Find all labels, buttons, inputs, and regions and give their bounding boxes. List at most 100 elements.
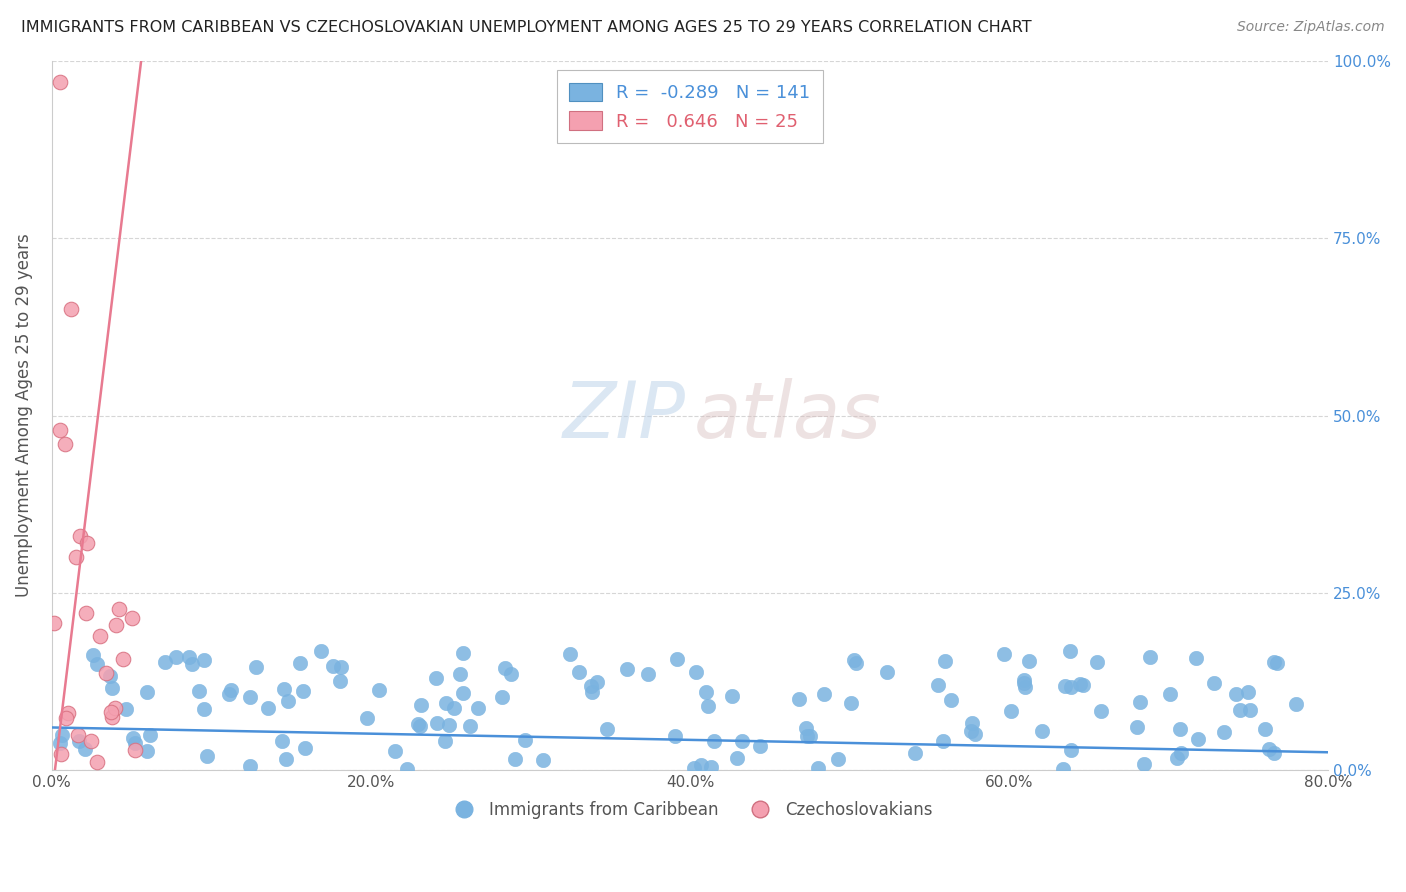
Point	[1212, 724, 1234, 739]
Point	[685, 665, 707, 680]
Point	[104, 617, 127, 632]
Point	[513, 732, 536, 747]
Point	[136, 744, 159, 758]
Point	[51, 728, 73, 742]
Point	[960, 723, 983, 738]
Point	[288, 656, 311, 670]
Point	[934, 654, 956, 668]
Point	[433, 733, 456, 747]
Point	[239, 690, 262, 704]
Point	[139, 727, 162, 741]
Point	[395, 762, 418, 776]
Point	[1031, 724, 1053, 739]
Point	[1168, 722, 1191, 736]
Point	[329, 673, 352, 688]
Point	[700, 760, 723, 774]
Point	[219, 683, 242, 698]
Point	[42, 616, 65, 631]
Point	[697, 699, 720, 714]
Point	[1237, 685, 1260, 699]
Point	[558, 647, 581, 661]
Point	[581, 685, 603, 699]
Point	[932, 734, 955, 748]
Point	[451, 646, 474, 660]
Point	[1202, 675, 1225, 690]
Point	[75, 607, 97, 621]
Point	[193, 702, 215, 716]
Point	[794, 721, 817, 735]
Point	[1229, 702, 1251, 716]
Point	[277, 694, 299, 708]
Point	[963, 727, 986, 741]
Point	[637, 667, 659, 681]
Point	[406, 716, 429, 731]
Text: IMMIGRANTS FROM CARIBBEAN VS CZECHOSLOVAKIAN UNEMPLOYMENT AMONG AGES 25 TO 29 YE: IMMIGRANTS FROM CARIBBEAN VS CZECHOSLOVA…	[21, 20, 1032, 35]
Point	[721, 689, 744, 703]
Point	[124, 736, 146, 750]
Point	[451, 685, 474, 699]
Point	[100, 706, 122, 720]
Point	[1059, 742, 1081, 756]
Point	[616, 662, 638, 676]
Point	[579, 679, 602, 693]
Point	[1000, 704, 1022, 718]
Point	[1185, 651, 1208, 665]
Point	[960, 715, 983, 730]
Point	[180, 657, 202, 672]
Point	[941, 693, 963, 707]
Point	[384, 743, 406, 757]
Point	[1012, 673, 1035, 687]
Point	[69, 529, 91, 543]
Point	[108, 602, 131, 616]
Point	[368, 683, 391, 698]
Y-axis label: Unemployment Among Ages 25 to 29 years: Unemployment Among Ages 25 to 29 years	[15, 234, 32, 598]
Point	[49, 736, 72, 750]
Point	[94, 665, 117, 680]
Point	[993, 647, 1015, 661]
Point	[188, 683, 211, 698]
Text: ZIP: ZIP	[564, 377, 686, 453]
Point	[1254, 723, 1277, 737]
Point	[82, 648, 104, 662]
Point	[807, 761, 830, 775]
Point	[1090, 704, 1112, 718]
Point	[1132, 756, 1154, 771]
Point	[1052, 763, 1074, 777]
Point	[104, 700, 127, 714]
Legend: Immigrants from Caribbean, Czechoslovakians: Immigrants from Caribbean, Czechoslovaki…	[440, 794, 939, 825]
Point	[876, 665, 898, 679]
Point	[1263, 655, 1285, 669]
Point	[596, 722, 619, 736]
Point	[112, 652, 135, 666]
Point	[665, 651, 688, 665]
Point	[682, 761, 704, 775]
Point	[1265, 656, 1288, 670]
Point	[796, 729, 818, 743]
Point	[1126, 720, 1149, 734]
Point	[703, 734, 725, 748]
Point	[437, 718, 460, 732]
Point	[195, 749, 218, 764]
Point	[271, 734, 294, 748]
Point	[927, 678, 949, 692]
Point	[98, 669, 121, 683]
Point	[1239, 703, 1261, 717]
Point	[1012, 676, 1035, 690]
Point	[748, 739, 770, 754]
Point	[101, 709, 124, 723]
Point	[1014, 680, 1036, 694]
Point	[411, 698, 433, 713]
Point	[257, 701, 280, 715]
Point	[122, 731, 145, 745]
Point	[904, 747, 927, 761]
Point	[664, 729, 686, 743]
Point	[787, 691, 810, 706]
Point	[839, 696, 862, 710]
Point	[1285, 697, 1308, 711]
Point	[101, 681, 124, 696]
Point	[426, 716, 449, 731]
Point	[1053, 679, 1076, 693]
Point	[330, 660, 353, 674]
Point	[531, 753, 554, 767]
Point	[121, 611, 143, 625]
